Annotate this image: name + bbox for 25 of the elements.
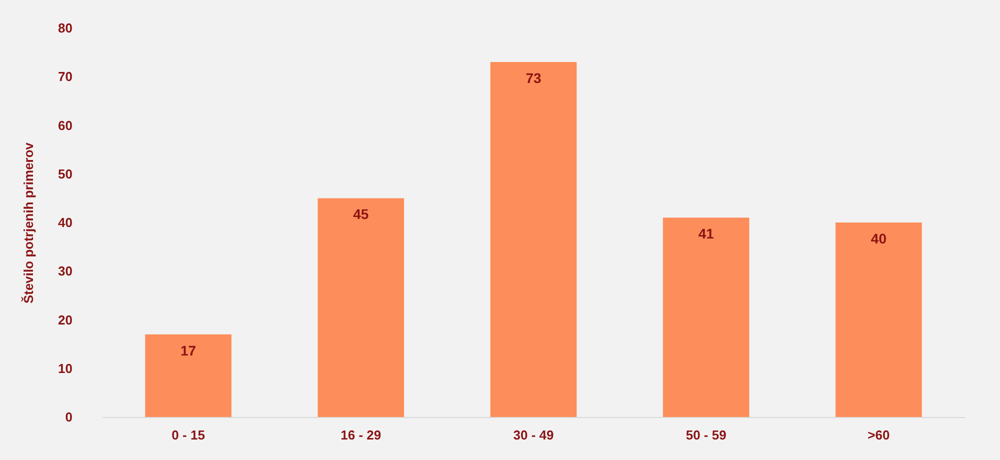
bar	[836, 222, 922, 417]
y-tick-label: 40	[58, 215, 72, 230]
y-tick-label: 30	[58, 264, 72, 279]
bar	[662, 218, 750, 417]
x-tick-label: 30 - 49	[513, 428, 554, 442]
y-tick-label: 80	[58, 20, 72, 36]
bar	[490, 62, 577, 417]
data-label: 73	[526, 70, 542, 86]
bar	[145, 334, 232, 417]
bar	[318, 198, 404, 417]
y-axis-title: Število potrjenih primerov	[21, 142, 36, 304]
x-tick-label: 0 - 15	[172, 428, 205, 442]
x-tick-label: >60	[868, 428, 890, 442]
y-tick-label: 0	[65, 410, 72, 424]
x-tick-label: 50 - 59	[686, 428, 726, 442]
y-tick-label: 20	[58, 312, 72, 328]
data-label: 45	[353, 206, 369, 222]
data-label: 41	[698, 226, 714, 242]
y-tick-label: 60	[58, 118, 72, 133]
y-tick-label: 70	[58, 69, 72, 84]
data-label: 40	[870, 230, 887, 246]
data-label: 17	[180, 342, 196, 358]
y-tick-label: 50	[58, 166, 72, 182]
x-tick-label: 16 - 29	[340, 428, 382, 442]
y-tick-label: 10	[58, 360, 72, 376]
